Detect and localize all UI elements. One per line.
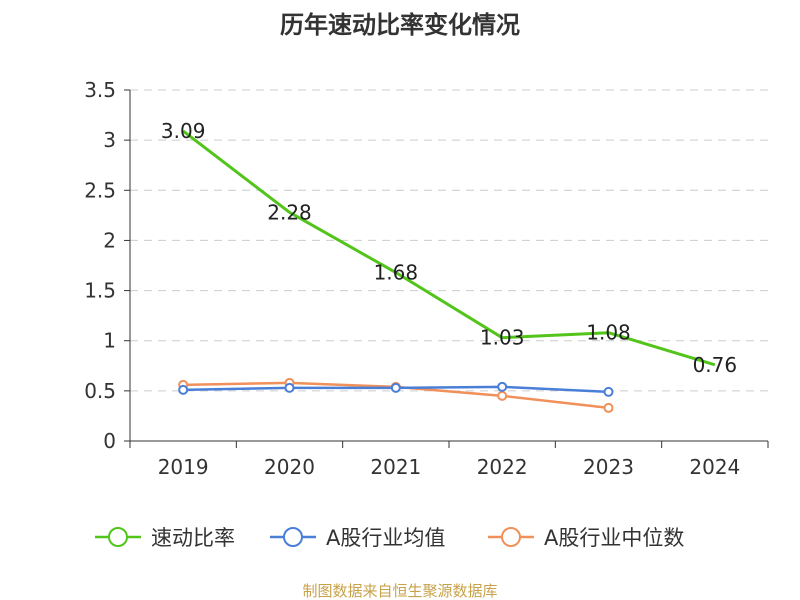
source-note: 制图数据来自恒生聚源数据库 [302, 582, 497, 600]
axes: 0 0.5 1 1.5 2 2.5 3 3.5 2019 2020 2021 2022 2023 2024 [84, 78, 769, 479]
y-tick-label: 1.5 [84, 279, 116, 303]
data-point [497, 381, 508, 392]
legend: 速动比率 A股行业均值 A股行业中位数 [95, 526, 684, 550]
data-labels: 3.09 2.28 1.68 1.03 1.08 0.76 [161, 119, 737, 377]
x-tick-label: 2021 [370, 455, 421, 479]
y-tick-label: 3.5 [84, 78, 116, 102]
legend-marker-0 [108, 527, 128, 547]
data-point [497, 390, 508, 401]
data-point [390, 382, 401, 393]
legend-label-2: A股行业中位数 [544, 526, 684, 550]
y-tick-label: 0.5 [84, 379, 116, 403]
data-label: 2.28 [267, 200, 312, 224]
x-tick-label: 2020 [264, 455, 315, 479]
y-tick-label: 2 [103, 228, 116, 252]
data-point [178, 384, 189, 395]
legend-label-0: 速动比率 [151, 526, 235, 550]
data-point [603, 386, 614, 397]
series-lines [178, 129, 716, 413]
data-label: 1.68 [374, 261, 419, 285]
legend-marker-1 [283, 527, 303, 547]
data-label: 1.03 [480, 326, 525, 350]
y-tick-label: 0 [103, 429, 116, 453]
legend-marker-2 [501, 527, 521, 547]
y-tick-label: 2.5 [84, 178, 116, 202]
data-point [603, 402, 614, 413]
series-line-0 [182, 129, 716, 367]
data-label: 3.09 [161, 119, 206, 143]
grid-lines [130, 89, 768, 392]
y-tick-label: 1 [103, 329, 116, 353]
legend-label-1: A股行业均值 [326, 526, 445, 550]
data-label: 0.76 [693, 353, 738, 377]
chart-title: 历年速动比率变化情况 [280, 11, 520, 39]
x-tick-label: 2024 [689, 455, 740, 479]
data-point [284, 382, 295, 393]
data-label: 1.08 [586, 321, 631, 345]
x-tick-label: 2022 [477, 455, 528, 479]
x-tick-label: 2023 [583, 455, 634, 479]
x-tick-label: 2019 [158, 455, 209, 479]
y-tick-label: 3 [103, 128, 116, 152]
